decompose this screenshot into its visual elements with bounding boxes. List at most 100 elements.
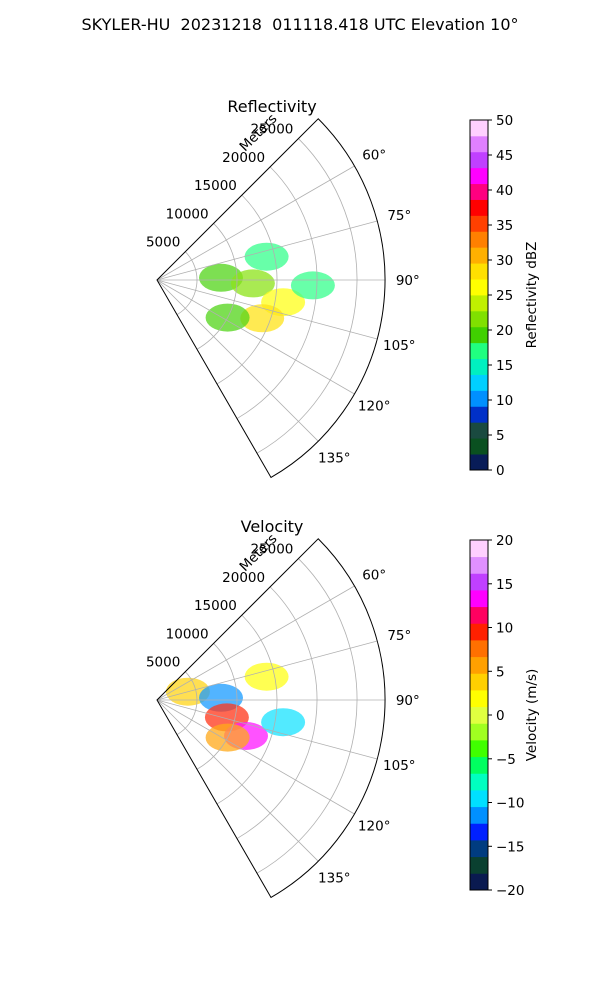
colorbar-segment: [470, 556, 488, 574]
colorbar-segment: [470, 422, 488, 439]
range-ring: [176, 671, 198, 735]
colorbar-segment: [470, 856, 488, 874]
colorbar-tick-label: 20: [496, 533, 513, 549]
range-tick-label: 5000: [146, 655, 180, 671]
colorbar-segment: [470, 326, 488, 344]
colorbar-segment: [470, 573, 488, 591]
colorbar-tick-label: 25: [496, 288, 513, 304]
colorbar-tick-label: 10: [496, 621, 513, 637]
colorbar-segment: [470, 706, 488, 724]
azimuth-gridline: [156, 165, 355, 281]
echo-region: [244, 662, 289, 691]
range-tick-label: 20000: [222, 150, 265, 166]
azimuth-gridline: [156, 279, 355, 395]
azimuth-tick-label: 75°: [387, 208, 411, 224]
colorbar: −20 −15 −10 −5 0 5 10 15 20 Velocity (m/s): [469, 533, 540, 899]
azimuth-gridline: [156, 640, 378, 701]
colorbar-label: Velocity (m/s): [524, 669, 540, 762]
colorbar-segment: [470, 623, 488, 641]
colorbar-tick-label: −5: [496, 752, 516, 768]
range-tick-label: 15000: [194, 598, 237, 614]
range-ring: [216, 614, 278, 805]
colorbar-segment: [470, 199, 488, 216]
range-tick-label: 10000: [166, 626, 209, 642]
colorbar-tick-label: 50: [496, 113, 513, 129]
echo-layer: [165, 662, 306, 752]
azimuth-tick-label: 135°: [318, 450, 351, 466]
colorbar-tick-label: −15: [496, 839, 525, 855]
colorbar-tick-label: 15: [496, 358, 513, 374]
azimuth-tick-label: 90°: [396, 273, 420, 289]
colorbar-segment: [470, 390, 488, 407]
range-tick-label: 25000: [250, 122, 293, 138]
azimuth-tick-label: 60°: [362, 148, 386, 164]
colorbar-segment: [470, 120, 488, 137]
colorbar-segment: [470, 151, 488, 169]
range-tick-label: 15000: [194, 178, 237, 194]
colorbar-segment: [470, 540, 488, 558]
colorbar-segment: [470, 806, 488, 824]
panel-title: Reflectivity: [227, 97, 316, 116]
polar-frame: [156, 538, 386, 899]
azimuth-tick-label: 120°: [358, 398, 391, 414]
azimuth-gridline: [156, 699, 355, 815]
colorbar-segment: [470, 840, 488, 858]
range-ring: [256, 138, 358, 454]
azimuth-tick-label: 105°: [383, 338, 416, 354]
azimuth-gridline: [156, 699, 319, 862]
range-tick-label: 20000: [222, 570, 265, 586]
colorbar-segment: [470, 640, 488, 658]
colorbar-segment: [470, 723, 488, 741]
colorbar: 0 5 10 15 20 25 30 35 40 45 50 Reflectivity dBZ: [469, 113, 540, 479]
colorbar-segment: [470, 454, 488, 471]
colorbar-label: Reflectivity dBZ: [524, 242, 540, 349]
panel-title: Velocity: [241, 517, 304, 536]
colorbar-tick-label: 5: [496, 664, 505, 680]
colorbar-segment: [470, 740, 488, 758]
range-tick-label: 25000: [250, 542, 293, 558]
colorbar-segment: [470, 167, 488, 185]
colorbar-segment: [470, 215, 488, 232]
colorbar-tick-label: 45: [496, 148, 513, 164]
echo-layer: [199, 242, 335, 333]
colorbar-segment: [470, 358, 488, 375]
colorbar-segment: [470, 183, 488, 200]
radar-panel-0: Reflectivity500010000150002000025000Mete…: [146, 97, 540, 479]
colorbar-segment: [470, 263, 488, 280]
azimuth-gridline: [156, 585, 355, 701]
azimuth-tick-label: 90°: [396, 693, 420, 709]
azimuth-tick-label: 75°: [387, 628, 411, 644]
colorbar-segment: [470, 756, 488, 774]
colorbar-tick-label: 30: [496, 253, 513, 269]
colorbar-tick-label: 10: [496, 393, 513, 409]
echo-region: [230, 269, 275, 298]
colorbar-tick-label: 40: [496, 183, 513, 199]
colorbar-tick-label: 35: [496, 218, 513, 234]
range-tick-label: 10000: [166, 206, 209, 222]
azimuth-gridline: [156, 279, 378, 340]
colorbar-segment: [470, 374, 488, 391]
colorbar-tick-label: −20: [496, 883, 525, 899]
azimuth-gridline: [156, 220, 378, 281]
azimuth-gridline: [156, 279, 319, 442]
figure-title: SKYLER-HU 20231218 011118.418 UTC Elevat…: [81, 15, 519, 34]
colorbar-segment: [470, 279, 488, 296]
azimuth-tick-label: 135°: [318, 870, 351, 886]
echo-region: [244, 242, 289, 271]
colorbar-segment: [470, 773, 488, 791]
range-ring: [196, 223, 238, 350]
colorbar-segment: [470, 231, 488, 248]
colorbar-segment: [470, 790, 488, 808]
colorbar-tick-label: −10: [496, 796, 525, 812]
colorbar-segment: [470, 690, 488, 708]
range-ring: [176, 251, 198, 315]
colorbar-segment: [470, 295, 488, 312]
colorbar-segment: [470, 406, 488, 423]
azimuth-tick-label: 105°: [383, 758, 416, 774]
colorbar-tick-label: 15: [496, 577, 513, 593]
colorbar-tick-label: 5: [496, 428, 505, 444]
colorbar-segment: [470, 342, 488, 360]
echo-region: [261, 708, 306, 737]
colorbar-segment: [470, 247, 488, 264]
colorbar-segment: [470, 438, 488, 455]
